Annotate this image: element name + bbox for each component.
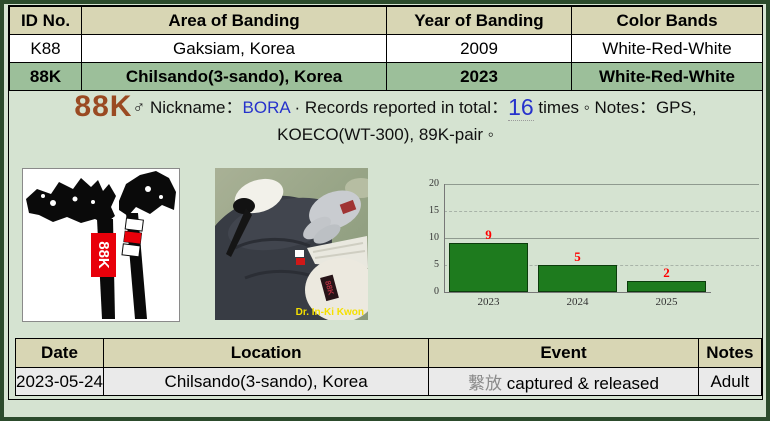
nickname-label: Nickname：: [149, 98, 243, 117]
separator-dot: ·: [294, 98, 301, 117]
photo-credit-text: Dr. In-Ki Kwon: [296, 307, 364, 318]
sightings-table: Date Location Event Notes 2023-05-24 Chi…: [15, 338, 763, 396]
chart-bar-value-label: 2: [663, 265, 670, 281]
main-container: ID No. Area of Banding Year of Banding C…: [8, 5, 763, 400]
cell-year: 2023: [386, 62, 572, 91]
event-cjk-text: 繫放: [468, 374, 503, 393]
leg-band-diagram-image: 88K: [22, 168, 180, 322]
records-count[interactable]: 16: [508, 94, 534, 121]
chart-bar-value-label: 5: [574, 249, 581, 264]
chart-xtick-label: 2025: [655, 296, 678, 308]
col-header-year: Year of Banding: [386, 6, 572, 35]
cell-notes: Adult: [697, 367, 763, 396]
chart-ytick-label: 0: [434, 286, 439, 297]
chart-ytick-label: 10: [429, 232, 439, 243]
col-header-event: Event: [428, 338, 699, 368]
cell-bands: White-Red-White: [571, 62, 763, 91]
notes-text: GPS, KOECO(WT-300), 89K-pair ◦: [277, 98, 697, 144]
photo-band-code-text: 88K: [323, 280, 336, 297]
sighting-row: 2023-05-24 Chilsando(3-sando), Korea 繫放 …: [15, 367, 763, 396]
chart-ytick-label: 15: [429, 205, 439, 216]
chart-ytick-label: 20: [429, 178, 439, 189]
cell-bands: White-Red-White: [571, 34, 763, 63]
col-header-date: Date: [15, 338, 104, 368]
separator-circle: ◦: [583, 98, 590, 117]
records-label: Records reported in total：: [304, 98, 509, 117]
col-header-notes: Notes: [697, 338, 763, 368]
cell-id: K88: [9, 34, 82, 63]
cell-id: 88K: [9, 62, 82, 91]
bird-id: 88K: [74, 90, 133, 123]
notes-label: Notes：: [594, 98, 656, 117]
photo-code-band: 88K: [320, 274, 339, 302]
cell-location: Chilsando(3-sando), Korea: [102, 367, 430, 396]
cell-event: 繫放 captured & released: [428, 367, 699, 396]
chart-gridline: [444, 238, 759, 239]
male-symbol: ♂: [132, 98, 146, 117]
chart-bar-2025: [627, 281, 706, 292]
chart-y-axis: [444, 184, 445, 292]
chart-bar-2024: [538, 265, 617, 292]
chart-xtick-label: 2023: [477, 296, 500, 308]
figures-row: 88K: [9, 161, 762, 329]
banding-info-table: ID No. Area of Banding Year of Banding C…: [9, 6, 763, 91]
records-unit: times: [538, 98, 580, 117]
nickname-value: BORA: [242, 98, 290, 117]
col-header-color-bands: Color Bands: [571, 6, 763, 35]
col-header-area: Area of Banding: [81, 6, 387, 35]
chart-bar-2023: [449, 243, 528, 292]
chart-x-axis: [444, 292, 711, 293]
banding-header-row: ID No. Area of Banding Year of Banding C…: [9, 6, 763, 35]
right-leg-color-bands: [121, 217, 144, 258]
col-header-location: Location: [102, 338, 430, 368]
profile-summary: 88K♂ Nickname：BORA · Records reported in…: [9, 90, 762, 148]
band-code-text: 88K: [95, 241, 112, 269]
chart-gridline: [444, 211, 759, 212]
cell-area: Chilsando(3-sando), Korea: [81, 62, 387, 91]
col-header-id-no: ID No.: [9, 6, 82, 35]
chart-bar-value-label: 9: [485, 227, 492, 243]
left-leg-code-band: 88K: [91, 233, 116, 277]
chart-ytick-label: 5: [434, 259, 439, 270]
banding-row-k88: K88 Gaksiam, Korea 2009 White-Red-White: [9, 34, 763, 63]
reports-bar-chart: 0 5 10 15 20 9 2023 5 2024 2 2025: [419, 164, 762, 326]
event-en-text: captured & released: [506, 374, 659, 393]
chart-xtick-label: 2024: [566, 296, 589, 308]
chart-gridline: [444, 184, 759, 185]
cell-area: Gaksiam, Korea: [81, 34, 387, 63]
cell-date: 2023-05-24: [15, 367, 104, 396]
cell-year: 2009: [386, 34, 572, 63]
sightings-header-row: Date Location Event Notes: [15, 338, 763, 368]
banding-row-88k-highlighted: 88K Chilsando(3-sando), Korea 2023 White…: [9, 62, 763, 91]
bird-capture-photo: 88K Dr. In-Ki Kwon: [215, 168, 368, 320]
